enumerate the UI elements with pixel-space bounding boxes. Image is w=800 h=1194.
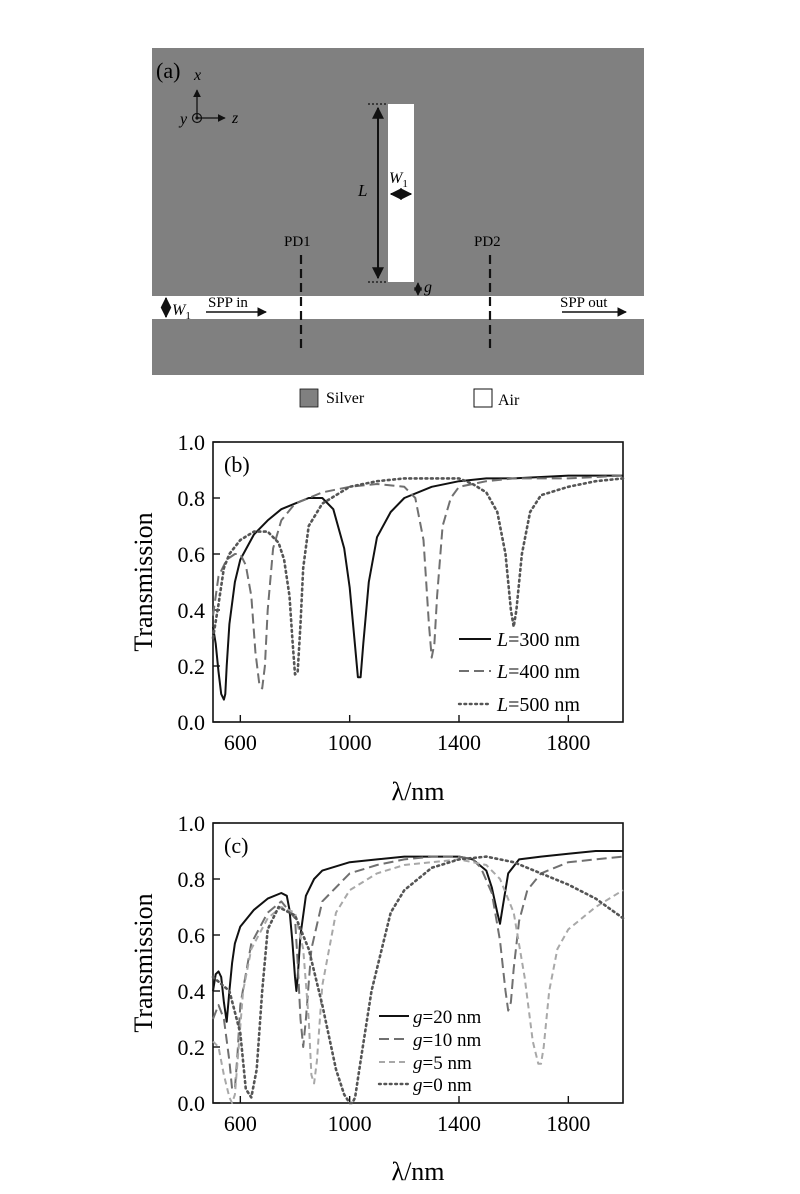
chart-b-legend-value-3: =500 nm xyxy=(508,694,580,716)
svg-text:g=0 nm: g=0 nm xyxy=(413,1075,472,1096)
chart-c-legend-param-4: g xyxy=(413,1075,423,1096)
chart-c-legend-value-4: =0 nm xyxy=(423,1075,472,1096)
svg-text:L=500 nm: L=500 nm xyxy=(496,694,580,716)
chart-b-legend-param-2: L xyxy=(496,661,508,683)
chart-b-series-1-line xyxy=(212,474,623,701)
chart-c-ytick-label-5: 1.0 xyxy=(178,811,206,836)
chart-c-panel-label: (c) xyxy=(224,833,248,858)
chart-c-xlabel: λ/nm xyxy=(391,1157,444,1186)
svg-text:g=10 nm: g=10 nm xyxy=(413,1030,481,1051)
chart-c-series-2-line xyxy=(212,855,624,1090)
chart-b-panel-label: (b) xyxy=(224,452,250,477)
spp-in-label: SPP in xyxy=(208,295,248,311)
axis-z-label: z xyxy=(231,110,239,127)
dimension-w1-cavity: W1 xyxy=(389,170,413,200)
chart-b-legend: L=300 nm L=400 nm L=500 nm xyxy=(457,629,580,716)
coordinate-axes-icon: x y z xyxy=(178,67,239,128)
air-swatch xyxy=(473,388,493,408)
chart-b: 0.0 0.2 0.4 0.6 0.8 1.0 600 1000 1400 1800 (b) T… xyxy=(129,430,625,806)
chart-c-ytick-label-1: 0.2 xyxy=(178,1035,206,1060)
chart-c-x-ticks: 600 1000 1400 1800 xyxy=(224,1096,590,1136)
pd1-label: PD1 xyxy=(284,234,311,250)
chart-b-xtick-label-2: 1400 xyxy=(437,730,481,755)
chart-c-ytick-label-2: 0.4 xyxy=(178,979,206,1004)
chart-b-xtick-label-0: 600 xyxy=(224,730,257,755)
chart-c-frame xyxy=(212,822,624,1104)
chart-c-legend-param-1: g xyxy=(413,1007,423,1028)
dim-w-label: W xyxy=(389,170,404,187)
dim-w-subscript-2: 1 xyxy=(185,310,191,322)
chart-c-series xyxy=(211,850,625,1105)
dim-g-label: g xyxy=(424,279,432,296)
chart-c: 0.0 0.2 0.4 0.6 0.8 1.0 600 1000 1400 1800 (c) T… xyxy=(129,811,625,1186)
chart-b-ytick-label-5: 1.0 xyxy=(178,430,206,455)
axis-y-label: y xyxy=(178,111,188,128)
chart-b-xtick-label-3: 1800 xyxy=(546,730,590,755)
chart-c-ytick-label-4: 0.8 xyxy=(178,867,206,892)
chart-b-legend-param-1: L xyxy=(496,629,508,651)
panel-a-label: (a) xyxy=(156,58,180,83)
dimension-w1-waveguide: W1 xyxy=(160,296,191,322)
chart-b-ytick-label-1: 0.2 xyxy=(178,654,206,679)
chart-c-xtick-label-2: 1400 xyxy=(437,1111,481,1136)
svg-text:L=400 nm: L=400 nm xyxy=(496,661,580,683)
svg-text:g=5 nm: g=5 nm xyxy=(413,1053,472,1074)
svg-text:L=300 nm: L=300 nm xyxy=(496,629,580,651)
chart-c-xtick-label-3: 1800 xyxy=(546,1111,590,1136)
dimension-l: L xyxy=(357,103,388,283)
air-legend-label: Air xyxy=(498,392,520,409)
chart-b-frame xyxy=(212,441,624,723)
chart-b-series xyxy=(211,474,625,701)
dimension-g: g xyxy=(413,279,432,296)
detector-pd1: PD1 xyxy=(284,234,311,353)
chart-b-legend-param-3: L xyxy=(496,694,508,716)
chart-c-ytick-label-0: 0.0 xyxy=(178,1091,206,1116)
dim-w-subscript: 1 xyxy=(402,178,408,190)
chart-c-legend-value-2: =10 nm xyxy=(423,1030,482,1051)
chart-b-xtick-label-1: 1000 xyxy=(328,730,372,755)
axis-x-label: x xyxy=(193,67,201,84)
spp-out-label: SPP out xyxy=(560,295,608,311)
chart-b-series-2-line xyxy=(212,474,624,690)
chart-b-ylabel: Transmission xyxy=(129,512,158,651)
chart-c-legend-value-3: =5 nm xyxy=(423,1053,472,1074)
chart-c-ylabel: Transmission xyxy=(129,893,158,1032)
chart-b-xlabel: λ/nm xyxy=(391,777,444,806)
chart-c-series-1-line xyxy=(212,850,623,1023)
panel-a-schematic: (a) x y z L W1 g xyxy=(152,48,644,409)
chart-b-series-3-line xyxy=(211,477,625,676)
chart-b-ytick-label-4: 0.8 xyxy=(178,486,206,511)
silver-legend-label: Silver xyxy=(326,390,365,407)
chart-b-legend-value-1: =300 nm xyxy=(508,629,580,651)
material-legend: Silver Air xyxy=(299,388,520,409)
chart-c-ytick-label-3: 0.6 xyxy=(178,923,206,948)
chart-c-legend: g=20 nm g=10 nm g=5 nm g=0 nm xyxy=(377,1007,481,1096)
chart-b-ytick-label-0: 0.0 xyxy=(178,710,206,735)
chart-c-series-3-line xyxy=(212,858,624,1104)
dim-l-label: L xyxy=(357,181,367,200)
detector-pd2: PD2 xyxy=(474,234,501,353)
pd2-label: PD2 xyxy=(474,234,501,250)
chart-b-legend-value-2: =400 nm xyxy=(508,661,580,683)
chart-c-xtick-label-1: 1000 xyxy=(328,1111,372,1136)
svg-text:W1: W1 xyxy=(389,170,408,190)
chart-c-legend-param-2: g xyxy=(413,1030,423,1051)
chart-b-x-ticks: 600 1000 1400 1800 xyxy=(224,715,590,755)
silver-lower-region xyxy=(152,319,644,375)
chart-c-series-4-line xyxy=(211,855,625,1105)
spp-out-marker: SPP out xyxy=(560,295,627,317)
svg-text:W1: W1 xyxy=(172,302,191,322)
chart-c-legend-value-1: =20 nm xyxy=(423,1007,482,1028)
silver-swatch xyxy=(299,388,319,408)
chart-b-ytick-label-2: 0.4 xyxy=(178,598,206,623)
chart-b-ytick-label-3: 0.6 xyxy=(178,542,206,567)
chart-c-y-ticks: 0.0 0.2 0.4 0.6 0.8 1.0 xyxy=(178,811,220,1116)
svg-text:g=20 nm: g=20 nm xyxy=(413,1007,481,1028)
chart-c-xtick-label-0: 600 xyxy=(224,1111,257,1136)
chart-c-legend-param-3: g xyxy=(413,1053,423,1074)
dim-w-label-2: W xyxy=(172,302,187,319)
spp-in-marker: SPP in xyxy=(206,295,267,317)
